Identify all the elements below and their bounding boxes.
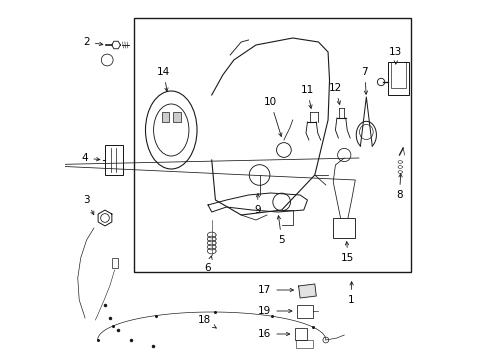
Text: 19: 19 [258, 306, 291, 316]
Text: 13: 13 [388, 47, 402, 64]
Text: 7: 7 [361, 67, 367, 94]
Text: 11: 11 [300, 85, 313, 108]
Bar [296, 340, 312, 348]
Bar [162, 112, 169, 122]
Text: 2: 2 [83, 37, 102, 47]
Bar [134, 18, 409, 272]
Bar [297, 305, 313, 318]
Text: 5: 5 [277, 216, 285, 245]
Text: 12: 12 [328, 83, 341, 104]
Text: 18: 18 [197, 315, 216, 328]
Text: 15: 15 [341, 242, 354, 263]
Bar [390, 62, 405, 88]
Text: 14: 14 [157, 67, 170, 91]
Bar [173, 112, 181, 122]
Bar [105, 145, 123, 175]
Text: 10: 10 [264, 97, 282, 136]
Text: 4: 4 [81, 153, 100, 163]
Bar [294, 328, 306, 340]
Text: 3: 3 [83, 195, 94, 215]
Text: 6: 6 [204, 256, 212, 273]
Bar [332, 218, 355, 238]
Polygon shape [298, 284, 316, 298]
Text: 16: 16 [258, 329, 289, 339]
Text: 1: 1 [347, 282, 354, 305]
Bar [387, 62, 408, 95]
Text: 8: 8 [395, 174, 402, 200]
Text: 17: 17 [258, 285, 293, 295]
Text: 9: 9 [254, 194, 260, 215]
Bar [111, 258, 117, 268]
